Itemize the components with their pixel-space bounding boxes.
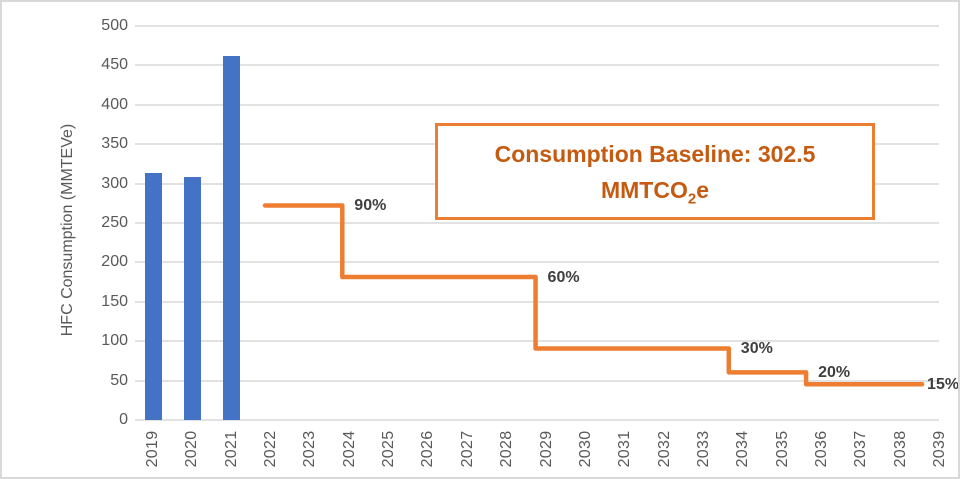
y-tick-label-50: 50 (110, 371, 128, 389)
annotation-line2-tail: e (696, 176, 709, 203)
y-tick-label-350: 350 (101, 135, 128, 153)
y-tick-label-500: 500 (101, 17, 128, 34)
gridline-y-0 (135, 419, 939, 421)
y-tick-label-250: 250 (101, 214, 128, 231)
percent-label-60: 60% (547, 268, 580, 286)
bar-2019 (144, 173, 162, 420)
percent-label-90: 90% (354, 197, 387, 215)
percent-label-20: 20% (818, 364, 851, 382)
y-tick-label-100: 100 (101, 332, 128, 350)
gridline-y-250 (135, 222, 939, 224)
annotation-line2-subscript: 2 (687, 190, 697, 208)
y-tick-label-0: 0 (119, 411, 128, 428)
y-tick-label-400: 400 (101, 95, 128, 113)
annotation-line2: MMTCO2e (601, 172, 709, 208)
percent-label-15: 15% (927, 376, 960, 394)
consumption-baseline-annotation: Consumption Baseline: 302.5 MMTCO2e (435, 123, 875, 220)
bar-2021 (223, 55, 241, 420)
y-tick-label-300: 300 (101, 174, 128, 192)
gridline-y-50 (135, 379, 939, 382)
y-tick-label-450: 450 (101, 56, 128, 74)
bar-2020 (183, 177, 201, 420)
annotation-line2-main: MMTCO (600, 176, 688, 203)
gridline-y-500 (135, 25, 939, 27)
y-tick-label-200: 200 (101, 253, 128, 271)
gridline-y-200 (135, 261, 939, 264)
y-tick-label-150: 150 (101, 292, 128, 310)
gridline-y-450 (135, 64, 939, 67)
step-line-path (262, 203, 925, 387)
gridline-y-400 (135, 103, 939, 106)
percent-label-30: 30% (740, 340, 773, 358)
annotation-line1: Consumption Baseline: 302.5 (494, 140, 816, 167)
